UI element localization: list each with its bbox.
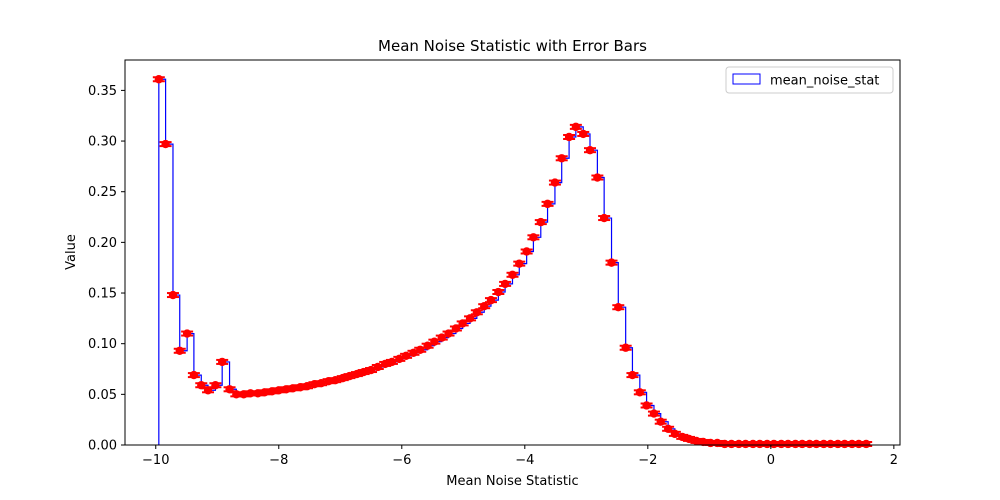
error-marker	[456, 319, 469, 328]
error-marker	[619, 343, 632, 352]
error-marker	[584, 145, 596, 155]
x-tick-label: −8	[269, 453, 288, 468]
y-tick-label: 0.30	[88, 135, 117, 150]
error-marker	[569, 122, 582, 132]
error-marker	[563, 132, 576, 142]
error-marker	[541, 199, 554, 209]
error-marker	[668, 429, 681, 439]
y-tick-label: 0.25	[88, 185, 117, 200]
y-tick-label: 0.35	[88, 84, 117, 99]
error-marker	[605, 258, 618, 267]
error-marker	[181, 329, 194, 338]
error-marker	[860, 439, 873, 449]
error-marker	[577, 129, 590, 139]
x-tick-label: 2	[890, 453, 898, 468]
error-marker	[647, 409, 660, 418]
error-marker	[336, 373, 349, 383]
error-marker	[187, 370, 200, 380]
y-tick-label: 0.05	[88, 388, 117, 403]
error-marker	[506, 270, 519, 279]
error-marker	[626, 370, 639, 380]
error-markers	[152, 75, 873, 449]
error-marker	[484, 295, 497, 305]
error-marker	[209, 381, 222, 390]
y-tick-label: 0.10	[88, 337, 117, 352]
chart-title: Mean Noise Statistic with Error Bars	[378, 37, 647, 55]
error-marker	[633, 388, 646, 397]
plot-frame	[124, 59, 901, 446]
error-marker	[520, 247, 533, 256]
legend-label: mean_noise_stat	[770, 74, 879, 89]
y-tick-label: 0.00	[88, 439, 117, 454]
y-tick-label: 0.20	[88, 236, 117, 251]
error-marker	[555, 154, 568, 163]
x-tick-label: −10	[142, 453, 169, 468]
error-marker	[492, 287, 505, 297]
x-tick-label: −4	[515, 453, 534, 468]
error-marker	[527, 233, 540, 242]
error-marker	[513, 259, 526, 268]
x-tick-label: 0	[767, 453, 775, 468]
legend-box	[725, 66, 894, 94]
error-marker	[166, 290, 179, 300]
error-marker	[612, 303, 625, 312]
error-marker	[654, 417, 667, 426]
y-axis-label: Value	[64, 234, 79, 270]
y-tick-label: 0.15	[88, 287, 117, 302]
error-marker	[159, 139, 172, 149]
x-tick-label: −6	[392, 453, 411, 468]
x-axis: −10 −8 −6 −4 −2 0 2	[142, 445, 898, 468]
y-axis: 0.00 0.05 0.10 0.15 0.20 0.25 0.30 0.35	[88, 84, 125, 454]
error-marker	[640, 401, 653, 410]
error-marker	[152, 75, 165, 84]
error-marker	[470, 308, 483, 317]
error-marker	[499, 279, 512, 289]
legend-swatch	[732, 73, 761, 85]
error-marker	[534, 217, 547, 227]
error-marker	[464, 314, 477, 323]
error-marker	[173, 346, 186, 355]
error-marker	[216, 357, 229, 367]
error-marker	[598, 213, 611, 223]
error-marker	[548, 178, 561, 187]
x-tick-label: −2	[638, 453, 657, 468]
plot-area	[152, 75, 873, 449]
error-marker	[202, 386, 215, 395]
error-marker	[591, 173, 604, 182]
x-axis-label: Mean Noise Statistic	[446, 474, 578, 489]
error-marker	[478, 301, 491, 311]
legend: mean_noise_stat	[725, 66, 894, 94]
